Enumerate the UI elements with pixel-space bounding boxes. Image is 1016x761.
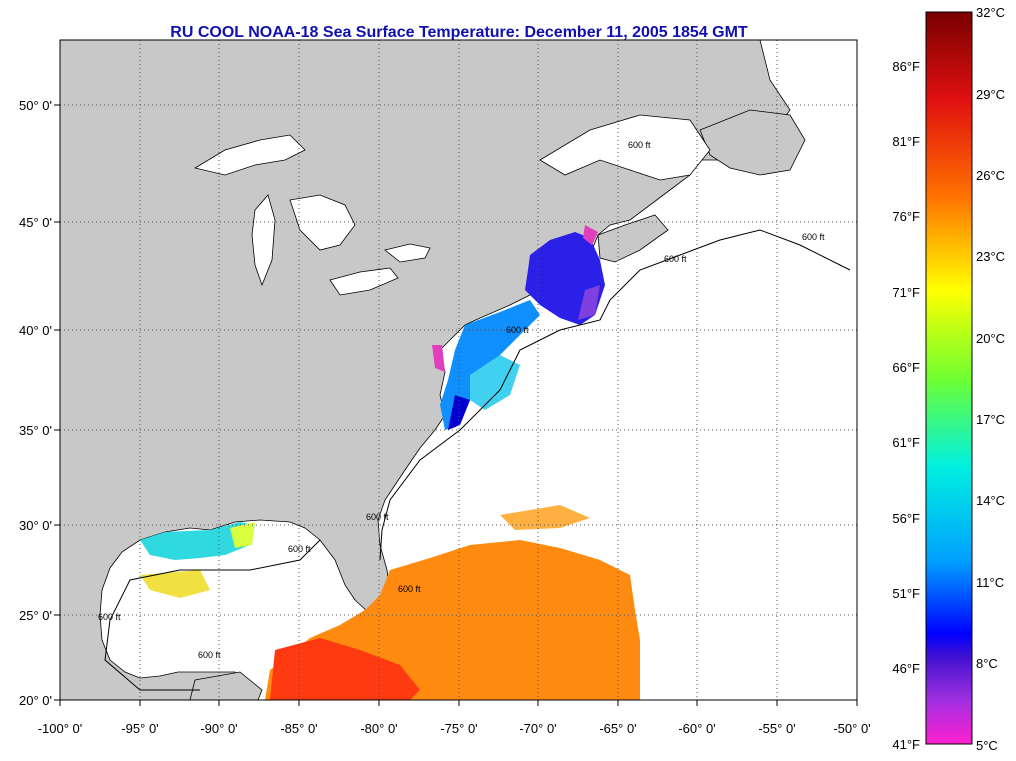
celsius-label: 32°C <box>976 5 1005 20</box>
contour-label: 600 ft <box>98 612 121 622</box>
celsius-label: 8°C <box>976 656 998 671</box>
celsius-label: 17°C <box>976 412 1005 427</box>
contour-label: 600 ft <box>628 140 651 150</box>
contour-label: 600 ft <box>366 512 389 522</box>
lon-label: -90° 0' <box>200 721 237 736</box>
celsius-label: 20°C <box>976 331 1005 346</box>
lon-label: -75° 0' <box>440 721 477 736</box>
sst-patch-cyan <box>470 355 520 410</box>
sst-patch-red <box>270 638 420 700</box>
lat-label: 35° 0' <box>19 423 52 438</box>
fahrenheit-label: 71°F <box>892 285 920 300</box>
fahrenheit-label: 76°F <box>892 209 920 224</box>
lon-label: -55° 0' <box>758 721 795 736</box>
celsius-label: 14°C <box>976 493 1005 508</box>
lat-label: 45° 0' <box>19 215 52 230</box>
lat-label: 20° 0' <box>19 693 52 708</box>
contour-label: 600 ft <box>398 584 421 594</box>
lat-label: 25° 0' <box>19 608 52 623</box>
contour-label: 600 ft <box>198 650 221 660</box>
lat-label: 40° 0' <box>19 323 52 338</box>
colorbar <box>925 11 973 745</box>
lat-label: 50° 0' <box>19 98 52 113</box>
fahrenheit-label: 86°F <box>892 59 920 74</box>
longitude-labels: -100° 0' -95° 0' -90° 0' -85° 0' -80° 0'… <box>38 721 871 736</box>
fahrenheit-label: 51°F <box>892 586 920 601</box>
sst-chesapeake <box>432 345 445 372</box>
contour-label: 600 ft <box>664 254 687 264</box>
fahrenheit-label: 56°F <box>892 511 920 526</box>
celsius-label: 26°C <box>976 168 1005 183</box>
fahrenheit-label: 46°F <box>892 661 920 676</box>
fahrenheit-labels: 86°F 81°F 76°F 71°F 66°F 61°F 56°F 51°F … <box>892 59 920 752</box>
celsius-label: 5°C <box>976 738 998 753</box>
lon-label: -65° 0' <box>599 721 636 736</box>
sst-patch-yellow <box>230 522 255 548</box>
map-title: RU COOL NOAA-18 Sea Surface Temperature:… <box>170 24 748 41</box>
lon-label: -50° 0' <box>833 721 870 736</box>
lat-label: 30° 0' <box>19 518 52 533</box>
yucatan <box>189 671 263 700</box>
land-mass <box>60 40 791 700</box>
fahrenheit-label: 61°F <box>892 435 920 450</box>
celsius-label: 29°C <box>976 87 1005 102</box>
graticule <box>60 40 857 700</box>
latitude-labels: 20° 0' 25° 0' 30° 0' 35° 0' 40° 0' 45° 0… <box>19 98 52 708</box>
lon-label: -95° 0' <box>121 721 158 736</box>
celsius-label: 23°C <box>976 249 1005 264</box>
fahrenheit-label: 66°F <box>892 360 920 375</box>
shelf-contour <box>379 229 851 561</box>
gulf-contour <box>104 539 321 691</box>
sst-gulf-west <box>140 570 210 598</box>
celsius-label: 11°C <box>976 575 1004 590</box>
lon-label: -70° 0' <box>519 721 556 736</box>
sst-patch-purple <box>578 285 600 320</box>
lon-label: -60° 0' <box>678 721 715 736</box>
lon-label: -85° 0' <box>280 721 317 736</box>
celsius-labels: 32°C 29°C 26°C 23°C 20°C 17°C 14°C 11°C … <box>976 5 1005 753</box>
sst-patch-lightorange <box>500 505 590 530</box>
fahrenheit-label: 41°F <box>892 737 920 752</box>
nova-scotia <box>597 214 669 263</box>
gulf-st-lawrence <box>539 114 711 181</box>
contour-label: 600 ft <box>506 325 529 335</box>
great-lakes <box>193 134 431 296</box>
lon-label: -100° 0' <box>38 721 83 736</box>
sst-gulf-coast <box>140 522 255 560</box>
contour-label: 600 ft <box>802 232 825 242</box>
contour-label: 600 ft <box>288 544 311 554</box>
fahrenheit-label: 81°F <box>892 134 920 149</box>
ticks <box>54 104 858 706</box>
newfoundland <box>699 109 806 176</box>
lon-label: -80° 0' <box>360 721 397 736</box>
sst-patch-magenta <box>583 225 598 245</box>
